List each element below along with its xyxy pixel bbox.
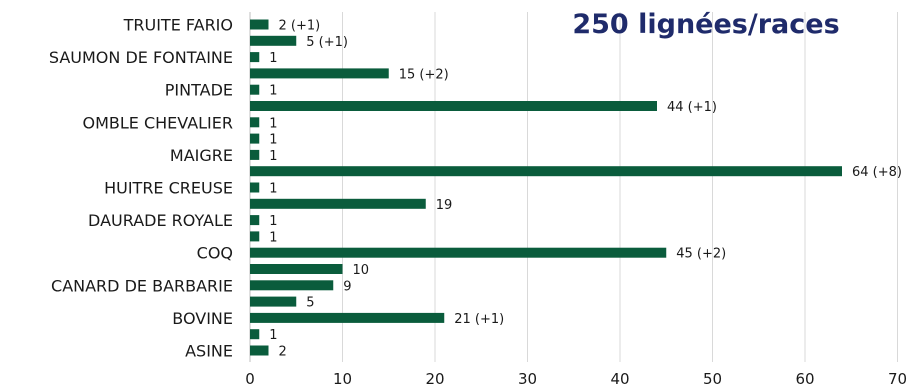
x-tick-label: 40 — [610, 370, 629, 388]
bar — [250, 19, 269, 30]
bar — [250, 149, 260, 160]
data-label: 1 — [269, 84, 277, 99]
x-tick-label: 60 — [795, 370, 814, 388]
category-label: BOVINE — [172, 309, 233, 328]
bar — [250, 52, 260, 63]
chart-title: 250 lignées/races — [572, 9, 839, 40]
x-tick-label: 50 — [703, 370, 722, 388]
bar — [250, 312, 445, 323]
bar — [250, 296, 297, 307]
data-label: 9 — [343, 279, 351, 294]
data-label: 19 — [436, 198, 453, 213]
data-label: 64 (+8) — [852, 165, 902, 180]
data-label: 10 — [353, 263, 370, 278]
category-label: SAUMON DE FONTAINE — [49, 48, 233, 67]
bar — [250, 280, 334, 291]
bars — [250, 19, 842, 356]
bar — [250, 182, 260, 193]
bar — [250, 198, 426, 209]
data-label: 21 (+1) — [454, 312, 504, 327]
category-label: OMBLE CHEVALIER — [82, 113, 233, 132]
x-tick-label: 10 — [333, 370, 352, 388]
data-label: 1 — [269, 214, 277, 229]
x-tick-label: 0 — [245, 370, 255, 388]
x-tick-label: 30 — [518, 370, 537, 388]
data-label: 1 — [269, 182, 277, 197]
data-label: 2 (+1) — [279, 19, 321, 34]
data-label: 1 — [269, 230, 277, 245]
category-label: COQ — [197, 244, 233, 263]
data-label: 45 (+2) — [676, 247, 726, 262]
data-label: 1 — [269, 328, 277, 343]
data-label: 1 — [269, 133, 277, 148]
bar — [250, 68, 389, 79]
data-label: 2 — [279, 345, 287, 360]
data-label: 44 (+1) — [667, 100, 717, 115]
data-label: 1 — [269, 116, 277, 131]
data-label: 15 (+2) — [399, 67, 449, 82]
data-label: 1 — [269, 149, 277, 164]
bar — [250, 215, 260, 226]
bar — [250, 247, 667, 258]
category-label: ASINE — [185, 342, 233, 361]
bar — [250, 231, 260, 242]
x-tick-label: 70 — [888, 370, 907, 388]
bar — [250, 329, 260, 340]
bar — [250, 166, 842, 177]
x-tick-label: 20 — [425, 370, 444, 388]
data-label: 1 — [269, 51, 277, 66]
category-label: DAURADE ROYALE — [88, 211, 233, 230]
bar — [250, 117, 260, 128]
bar — [250, 345, 269, 356]
bar — [250, 84, 260, 95]
category-label: TRUITE FARIO — [123, 16, 233, 35]
data-label: 5 — [306, 296, 314, 311]
data-label: 5 (+1) — [306, 35, 348, 50]
category-label: CANARD DE BARBARIE — [51, 276, 233, 295]
category-label: MAIGRE — [170, 146, 233, 165]
x-axis-ticks: 0 10 20 30 40 50 60 70 — [245, 370, 907, 388]
bar — [250, 35, 297, 46]
category-label: HUITRE CREUSE — [104, 179, 233, 198]
bar — [250, 101, 657, 111]
category-labels: TRUITE FARIO SAUMON DE FONTAINE PINTADE OMB… — [49, 16, 233, 361]
category-label: PINTADE — [165, 81, 233, 100]
gridlines — [249, 12, 898, 362]
bar — [250, 264, 343, 274]
bar — [250, 133, 260, 144]
